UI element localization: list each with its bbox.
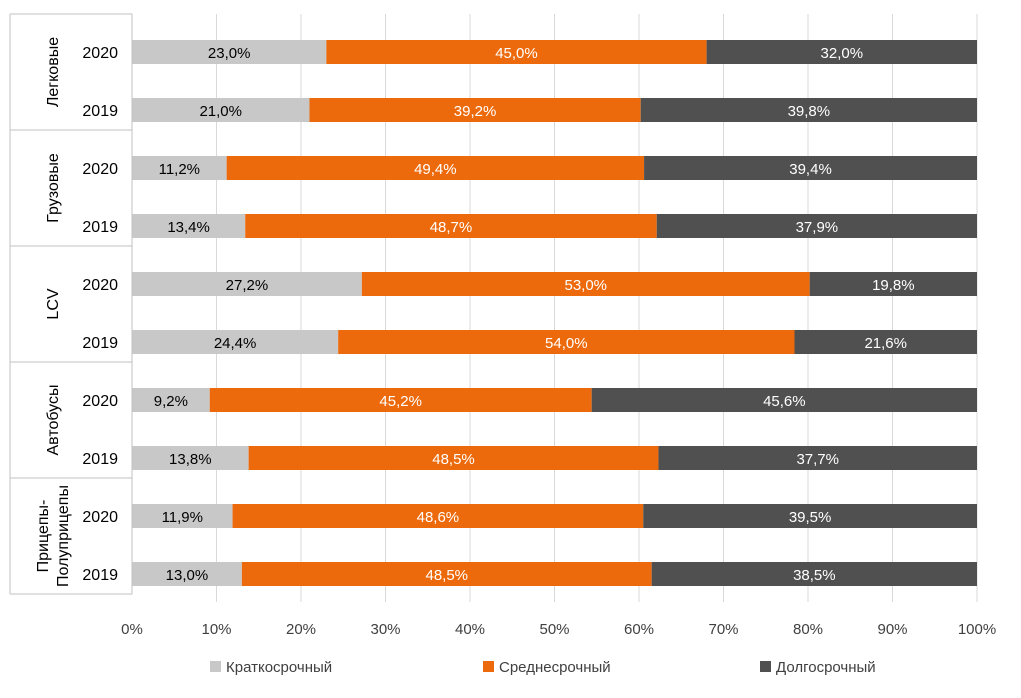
bar-segment [132,156,227,180]
bar-segment [232,504,644,528]
year-label: 2020 [82,509,118,526]
bar-segment [209,388,592,412]
legend-swatch [210,661,221,672]
data-label: 13,4% [167,219,210,236]
x-tick-label: 30% [370,621,400,638]
bar-segment [706,40,977,64]
bar-segment [309,98,641,122]
data-label: 39,8% [788,103,831,120]
bar-segment [132,214,246,238]
bar-segment [226,156,645,180]
x-tick-label: 60% [624,621,654,638]
data-label: 39,5% [789,509,832,526]
data-label: 11,9% [162,509,203,526]
x-tick-label: 20% [286,621,316,638]
group-label: Легковые [45,37,62,107]
x-tick-label: 50% [539,621,569,638]
group-label: Полуприцепы [55,485,72,587]
data-label: 39,2% [454,103,497,120]
data-label: 48,5% [432,451,475,468]
x-tick-label: 90% [877,621,907,638]
year-label: 2019 [82,451,118,468]
bar-segment [248,446,659,470]
data-label: 48,7% [430,219,473,236]
data-label: 21,6% [864,335,907,352]
data-label: 37,7% [796,451,839,468]
x-tick-label: 70% [708,621,738,638]
year-label: 2019 [82,567,118,584]
bar-segment [132,330,339,354]
data-label: 48,5% [425,567,468,584]
group-label: Прицепы- [35,500,52,573]
data-label: 27,2% [226,277,269,294]
data-label: 13,8% [169,451,212,468]
bar-segment [132,388,210,412]
bar-segment [640,98,977,122]
group-label: LCV [45,288,62,319]
legend-swatch [760,661,771,672]
data-label: 19,8% [872,277,915,294]
bar-segment [132,272,362,296]
data-label: 24,4% [214,335,257,352]
bar-segment [132,562,242,586]
year-label: 2019 [82,103,118,120]
bar-segment [651,562,977,586]
x-tick-label: 40% [455,621,485,638]
bar-segment [132,504,233,528]
legend-label: Среднесрочный [499,659,611,676]
bar-segment [591,388,977,412]
x-tick-label: 0% [121,621,143,638]
bar-segment [338,330,795,354]
data-label: 45,0% [495,45,538,62]
x-tick-label: 80% [793,621,823,638]
data-label: 21,0% [199,103,242,120]
bar-segment [794,330,977,354]
legend: Краткосрочный Среднесрочный Долгосрочный [210,659,876,676]
bar-segment [132,40,327,64]
x-tick-label: 10% [201,621,231,638]
bar-segment [809,272,977,296]
data-label: 38,5% [793,567,836,584]
data-label: 32,0% [821,45,864,62]
legend-label: Краткосрочный [226,659,332,676]
data-label: 13,0% [166,567,209,584]
bar-segment [644,156,977,180]
bar-segment [245,214,657,238]
legend-swatch [483,661,494,672]
year-label: 2019 [82,335,118,352]
year-label: 2020 [82,277,118,294]
bar-segment [658,446,977,470]
data-label: 39,4% [789,161,832,178]
data-label: 23,0% [208,45,251,62]
year-label: 2020 [82,393,118,410]
group-label: Грузовые [45,153,62,223]
bar-segment [643,504,977,528]
bars: 23,0% 45,0% 32,0% 21,0% 39,2% 39,8% 11,2% 49,4%… [132,40,977,586]
bar-segment [241,562,652,586]
data-label: 37,9% [796,219,839,236]
year-label: 2019 [82,219,118,236]
bar-segment [656,214,977,238]
data-label: 48,6% [417,509,460,526]
axes: 0% 10% 20% 30% 40% 50% 60% 70% 80% 90% 100% 2020 201… [9,13,996,638]
bar-segment [132,98,310,122]
x-tick-label: 100% [958,621,996,638]
data-label: 53,0% [564,277,607,294]
data-label: 45,2% [379,393,422,410]
legend-label: Долгосрочный [776,659,876,676]
bar-segment [361,272,810,296]
data-label: 49,4% [414,161,457,178]
bar-segment [132,446,249,470]
year-label: 2020 [82,45,118,62]
group-label: Автобусы [45,385,62,456]
bar-segment [326,40,707,64]
data-label: 45,6% [763,393,806,410]
data-label: 54,0% [545,335,588,352]
data-label: 11,2% [159,161,200,178]
data-label: 9,2% [154,393,188,410]
year-label: 2020 [82,161,118,178]
